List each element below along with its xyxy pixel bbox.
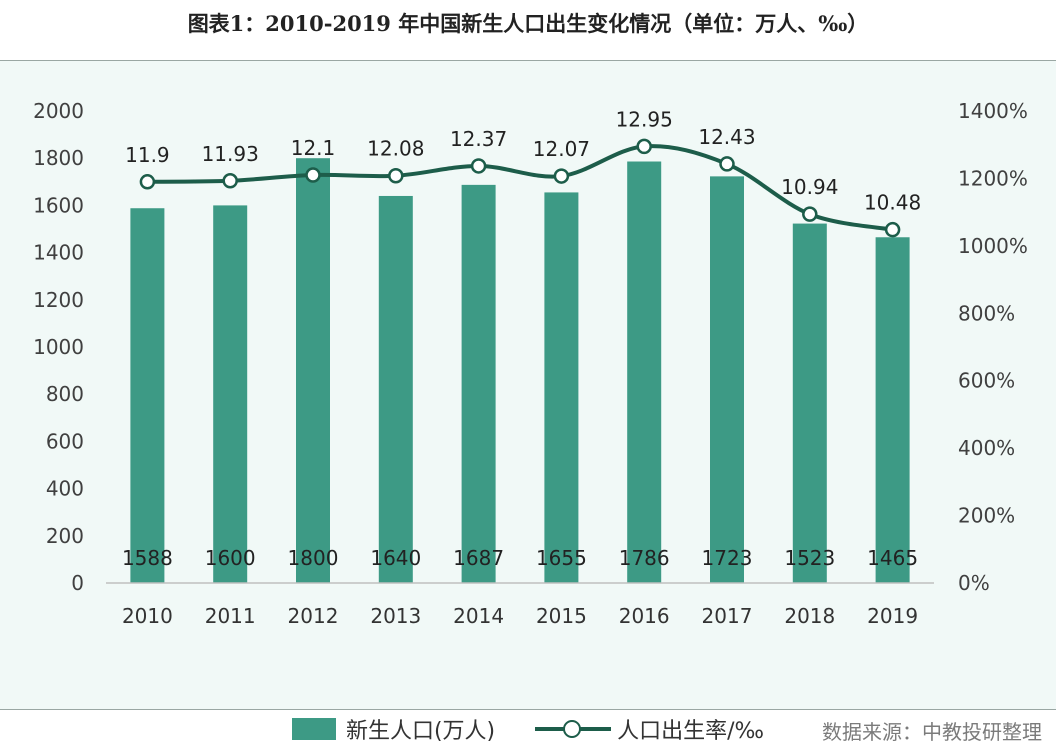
bar-data-label: 1640 — [370, 546, 421, 570]
line-series — [139, 138, 901, 238]
bar — [627, 161, 662, 583]
bar-data-label: 1723 — [702, 546, 753, 570]
bar-data-label: 1786 — [619, 546, 670, 570]
bar-data-label: 1465 — [867, 546, 918, 570]
combo-chart: 0 200 400 600 800 1000 1200 1400 1600 1800 2000 0%… — [33, 99, 1028, 628]
legend-swatch-line — [535, 718, 612, 740]
right-tick-label: 200% — [958, 504, 1015, 528]
bar-data-labels: 1588 1600 1800 1640 1687 1655 1786 1723 1523 1465 — [122, 546, 918, 570]
left-tick-label: 1200 — [33, 288, 84, 312]
right-tick-label: 600% — [958, 369, 1015, 393]
line-data-label: 12.43 — [698, 125, 755, 149]
bar-series — [130, 158, 910, 584]
line-data-label: 11.93 — [202, 142, 259, 166]
bar-data-label: 1600 — [205, 546, 256, 570]
left-tick-label: 1000 — [33, 335, 84, 359]
line-data-label: 12.08 — [367, 137, 424, 161]
left-tick-label: 2000 — [33, 99, 84, 123]
bar — [213, 205, 248, 583]
line-point — [470, 158, 487, 174]
left-tick-label: 1400 — [33, 241, 84, 265]
bar — [544, 192, 579, 584]
bar — [875, 237, 910, 583]
line-data-label: 11.9 — [125, 143, 170, 167]
bar — [792, 223, 827, 583]
line-point — [139, 174, 156, 190]
right-tick-label: 1000% — [958, 234, 1028, 258]
left-tick-label: 600 — [46, 429, 84, 453]
legend-item-births: 新生人口(万人) — [291, 713, 496, 745]
line-point — [884, 221, 901, 238]
left-tick-label: 1800 — [33, 146, 84, 170]
x-tick-label: 2014 — [453, 604, 504, 628]
line-point — [553, 168, 570, 184]
right-tick-label: 400% — [958, 436, 1015, 460]
left-tick-label: 0 — [71, 571, 84, 595]
right-tick-label: 0% — [958, 571, 990, 595]
bar — [710, 176, 744, 583]
line-point — [719, 156, 735, 172]
line-data-label: 12.95 — [616, 107, 673, 131]
right-axis: 0% 200% 400% 600% 800% 1000% 1200% 1400% — [958, 99, 1028, 595]
line-point — [222, 173, 238, 189]
line-data-label: 10.94 — [781, 175, 838, 199]
legend-swatch-bar — [291, 718, 336, 740]
x-tick-label: 2017 — [702, 604, 753, 628]
line-data-label: 12.07 — [533, 137, 590, 161]
bar-data-label: 1687 — [453, 546, 504, 570]
line-point — [305, 167, 321, 183]
line-point — [388, 167, 404, 184]
left-tick-label: 1600 — [33, 193, 84, 217]
line-point — [802, 206, 818, 222]
x-tick-label: 2011 — [205, 604, 256, 628]
x-tick-label: 2019 — [867, 604, 918, 628]
bar — [461, 184, 496, 584]
right-tick-label: 1200% — [958, 166, 1028, 190]
x-tick-label: 2012 — [288, 604, 339, 628]
line-data-label: 12.37 — [450, 127, 507, 151]
line-data-label: 12.1 — [291, 136, 336, 160]
left-axis: 0 200 400 600 800 1000 1200 1400 1600 1800 2000 — [33, 99, 84, 595]
left-tick-label: 200 — [46, 524, 84, 548]
right-tick-label: 800% — [958, 301, 1015, 325]
legend-label-births: 新生人口(万人) — [345, 719, 496, 744]
x-tick-label: 2013 — [370, 604, 421, 628]
x-tick-label: 2018 — [784, 604, 835, 628]
x-tick-label: 2016 — [619, 604, 670, 628]
line-data-labels: 11.9 11.93 12.1 12.08 12.37 12.07 12.95 12.43 10… — [125, 107, 921, 214]
source-note: 数据来源：中教投研整理 — [822, 720, 1042, 744]
legend: 新生人口(万人) 人口出生率/‰ — [0, 709, 1056, 749]
legend-label-birth-rate: 人口出生率/‰ — [617, 719, 765, 744]
bar-data-label: 1523 — [784, 546, 835, 570]
bar — [378, 195, 413, 583]
x-tick-label: 2010 — [122, 604, 173, 628]
birth-rate-line — [147, 144, 893, 232]
bar — [296, 158, 330, 583]
left-tick-label: 800 — [46, 382, 84, 406]
bar-data-label: 1655 — [536, 546, 587, 570]
chart-title: 图表1：2010-2019 年中国新生人口出生变化情况（单位：万人、‰） — [187, 11, 869, 36]
bar — [130, 208, 165, 583]
bar-data-label: 1588 — [122, 546, 173, 570]
line-point — [636, 138, 652, 155]
x-tick-label: 2015 — [536, 604, 587, 628]
right-tick-label: 1400% — [958, 99, 1028, 123]
left-tick-label: 400 — [46, 477, 84, 501]
bar-data-label: 1800 — [288, 546, 339, 570]
legend-item-birth-rate: 人口出生率/‰ — [535, 713, 764, 745]
x-axis: 2010 2011 2012 2013 2014 2015 2016 2017 2018 2019 — [122, 604, 918, 628]
line-data-label: 10.48 — [864, 191, 921, 215]
chart-panel: 0 200 400 600 800 1000 1200 1400 1600 1800 2000 0%… — [0, 60, 1056, 744]
